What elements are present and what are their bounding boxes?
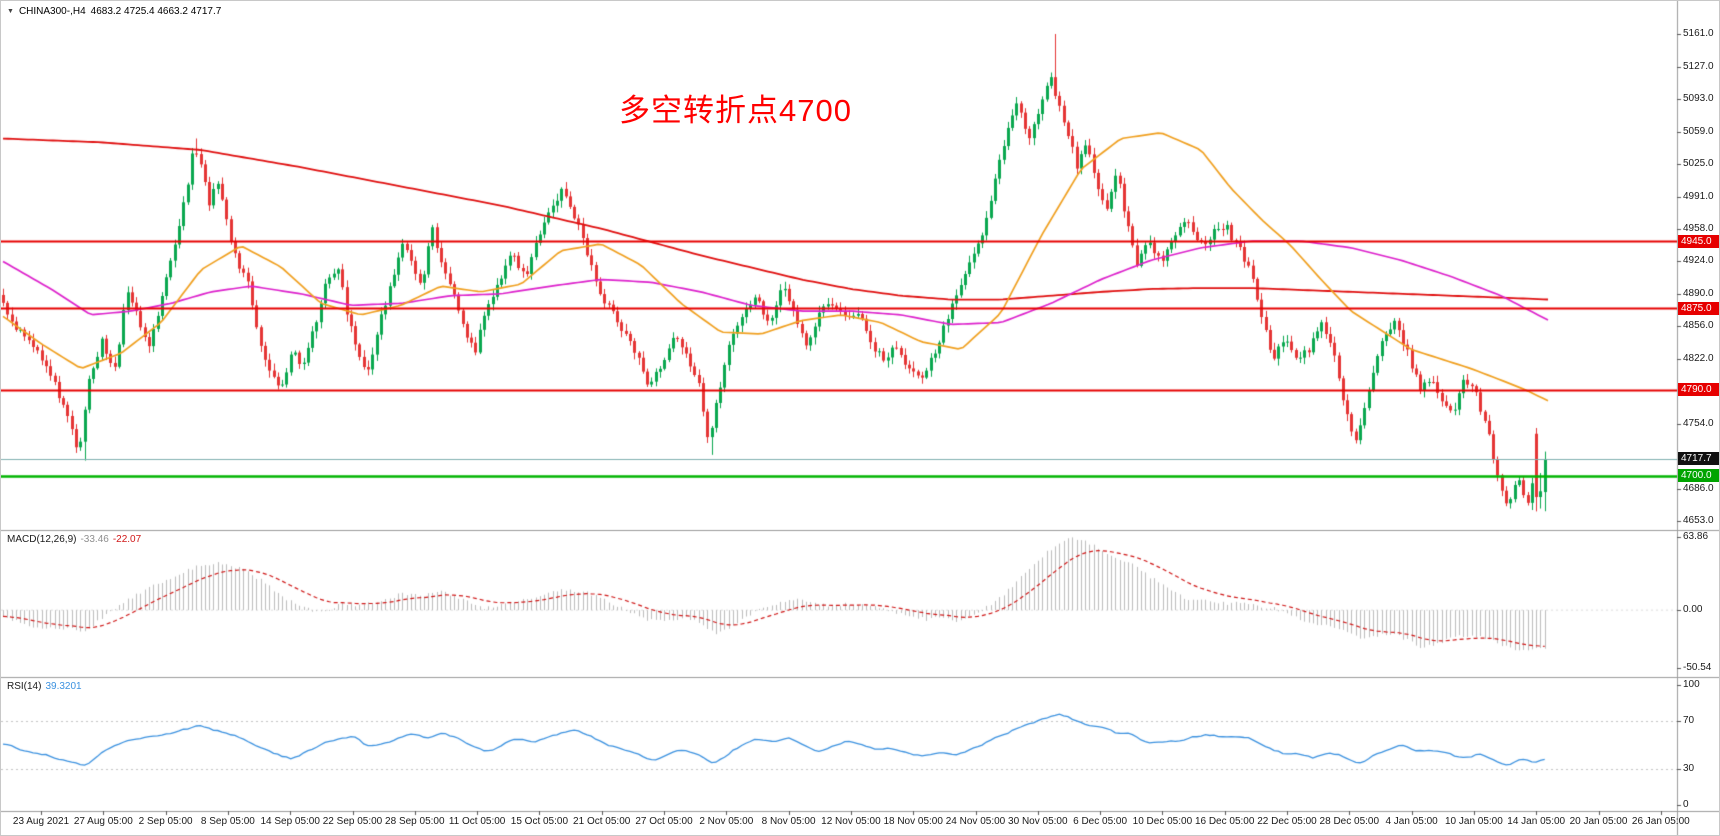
chart-annotation: 多空转折点4700 [619,93,852,128]
macd-main-value: -33.46 [80,534,109,545]
rsi-value: 39.3201 [45,681,82,692]
ohlc-values: 4683.2 4725.4 4663.2 4717.7 [90,6,222,17]
macd-signal-value: -22.07 [112,534,142,545]
macd-name: MACD(12,26,9) [7,534,77,545]
rsi-indicator-label: RSI(14) 39.3201 [7,681,82,692]
symbol-bar[interactable]: ▼ CHINA300-,H4 4683.2 4725.4 4663.2 4717… [7,6,221,17]
rsi-name: RSI(14) [7,681,42,692]
macd-indicator-label: MACD(12,26,9) -33.46 -22.07 [7,534,141,545]
symbol-label: CHINA300-,H4 [18,6,86,17]
chevron-down-icon[interactable]: ▼ [7,7,14,15]
